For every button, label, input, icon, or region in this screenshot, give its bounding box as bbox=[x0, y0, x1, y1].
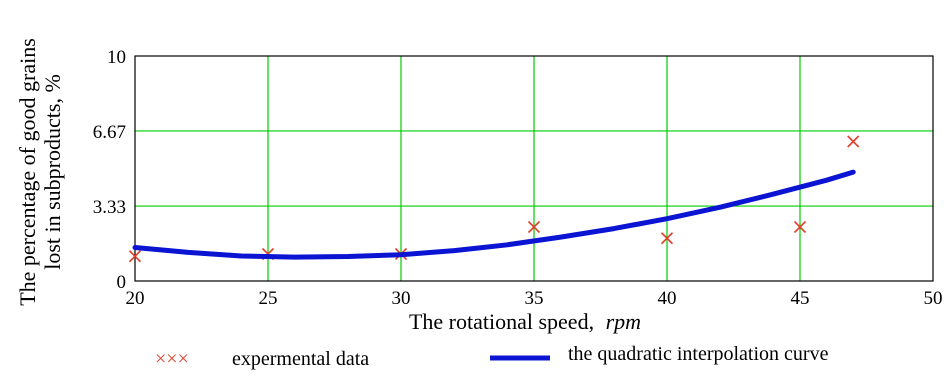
y-tick-label: 3.33 bbox=[93, 197, 126, 218]
x-axis-unit: rpm bbox=[606, 309, 641, 334]
legend-label-experimental: expermental data bbox=[232, 348, 369, 370]
y-tick-label: 10 bbox=[107, 47, 126, 68]
y-axis-title-line1: The percentage of good grains bbox=[15, 38, 40, 306]
x-tick-label: 30 bbox=[392, 288, 411, 309]
data-point-stroke bbox=[660, 232, 674, 245]
legend-label-curve: the quadratic interpolation curve bbox=[568, 343, 829, 365]
y-tick-label: 0 bbox=[117, 272, 127, 293]
x-tick-label: 25 bbox=[259, 288, 278, 309]
series-line-quadratic-curve bbox=[132, 169, 856, 260]
series-layer bbox=[128, 135, 860, 263]
x-tick-labels: 20 25 30 35 40 45 50 bbox=[126, 288, 943, 309]
grid-lines bbox=[135, 56, 933, 281]
data-point-stroke bbox=[128, 250, 142, 263]
x-tick-label: 40 bbox=[658, 288, 677, 309]
data-point-experimental bbox=[527, 220, 541, 234]
data-point-stroke bbox=[793, 220, 807, 234]
data-point-experimental bbox=[660, 232, 674, 245]
data-point-experimental bbox=[128, 250, 142, 263]
x-tick-label: 45 bbox=[791, 288, 810, 309]
data-point-experimental bbox=[793, 220, 807, 234]
x-axis-title-text: The rotational speed, bbox=[409, 309, 594, 334]
x-axis-title: The rotational speed, rpm bbox=[409, 309, 641, 334]
y-axis-title: The percentage of good grains lost in su… bbox=[15, 38, 65, 306]
data-point-stroke bbox=[527, 220, 541, 234]
plot-area-frame bbox=[134, 55, 934, 282]
y-tick-labels: 0 3.33 6.67 10 bbox=[93, 47, 126, 293]
y-tick-label: 6.67 bbox=[93, 122, 126, 143]
data-point-stroke bbox=[847, 135, 860, 148]
x-tick-label: 50 bbox=[924, 288, 943, 309]
legend-marker-experimental: ××× bbox=[155, 348, 189, 370]
data-point-experimental bbox=[847, 135, 860, 148]
y-axis-title-line2: lost in subproducts, % bbox=[40, 74, 65, 270]
x-tick-label: 20 bbox=[126, 288, 145, 309]
x-tick-label: 35 bbox=[525, 288, 544, 309]
legend: ××× expermental data the quadratic inter… bbox=[155, 343, 829, 370]
